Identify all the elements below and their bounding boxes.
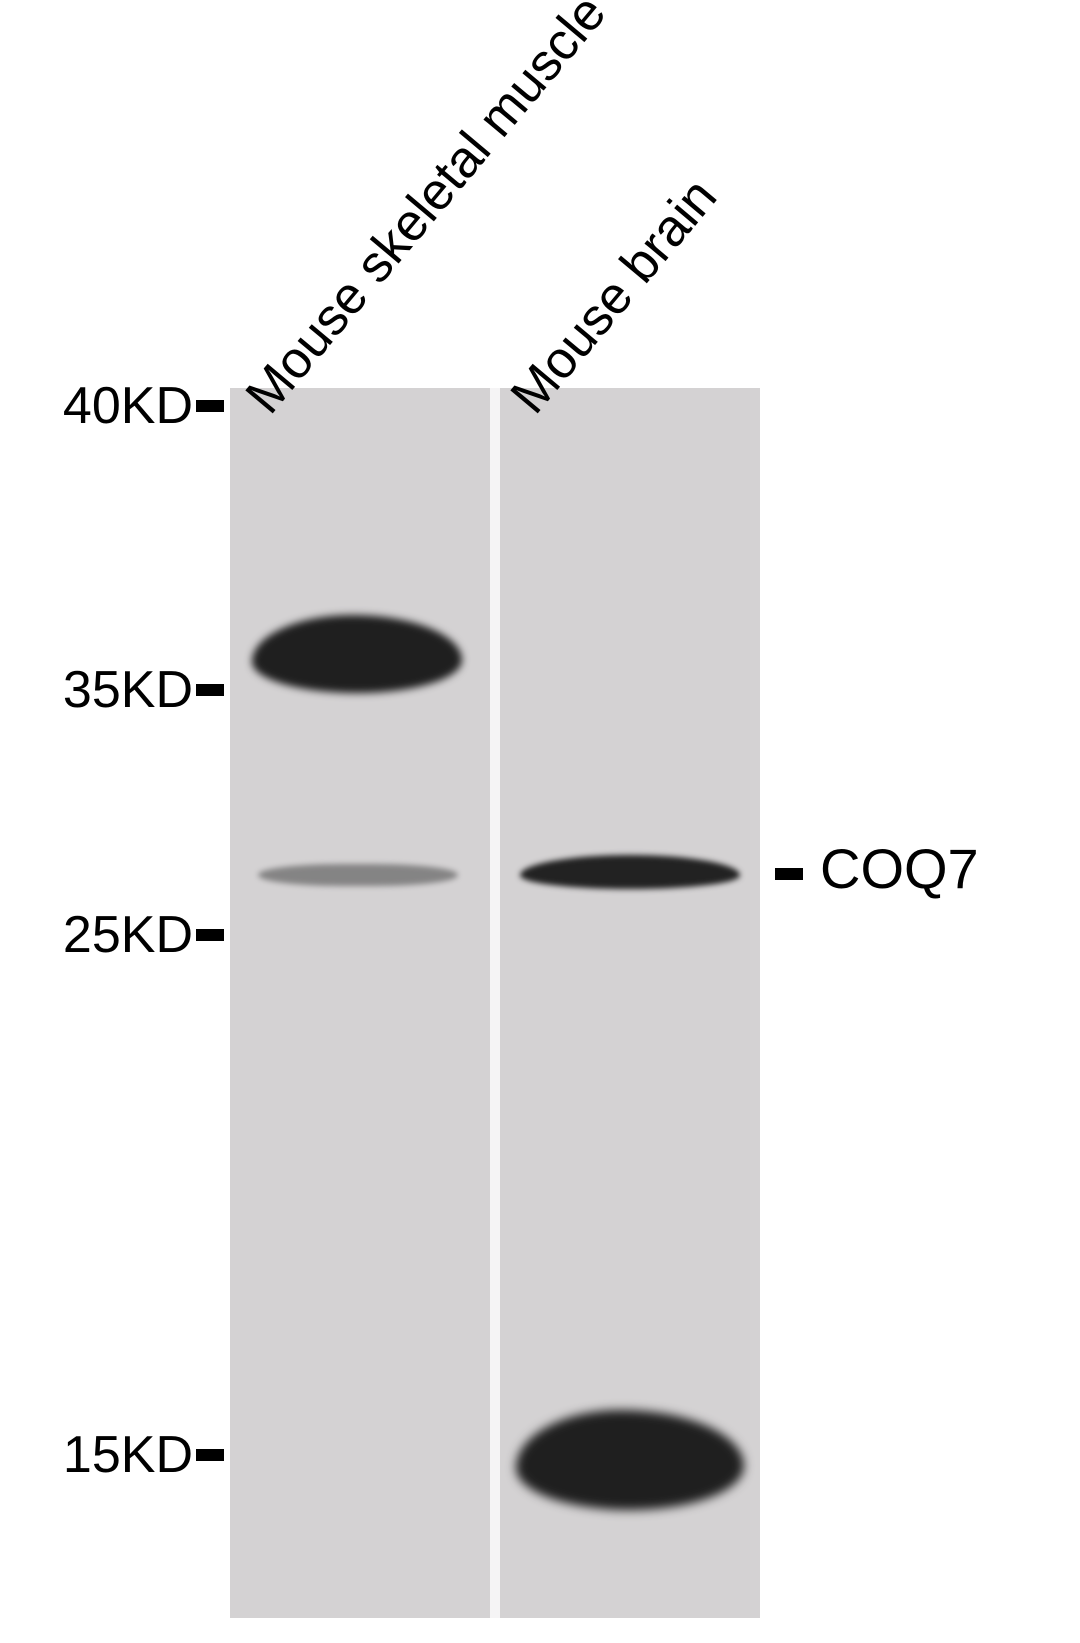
mw-marker-tick xyxy=(196,1449,224,1461)
mw-marker-tick xyxy=(196,929,224,941)
mw-marker-label: 15KD xyxy=(63,1425,193,1485)
mw-marker-label: 25KD xyxy=(63,905,193,965)
lane-divider xyxy=(490,388,500,1618)
mw-marker-label: 40KD xyxy=(63,376,193,436)
target-label: COQ7 xyxy=(820,836,979,901)
mw-marker-tick xyxy=(196,684,224,696)
lane-label: Mouse brain xyxy=(499,167,729,425)
mw-marker-tick xyxy=(196,400,224,412)
western-blot-figure: 40KD35KD25KD15KD Mouse skeletal muscleMo… xyxy=(0,0,1080,1643)
band xyxy=(258,864,458,886)
mw-marker-label: 35KD xyxy=(63,660,193,720)
band xyxy=(520,855,740,889)
target-tick xyxy=(775,868,803,880)
